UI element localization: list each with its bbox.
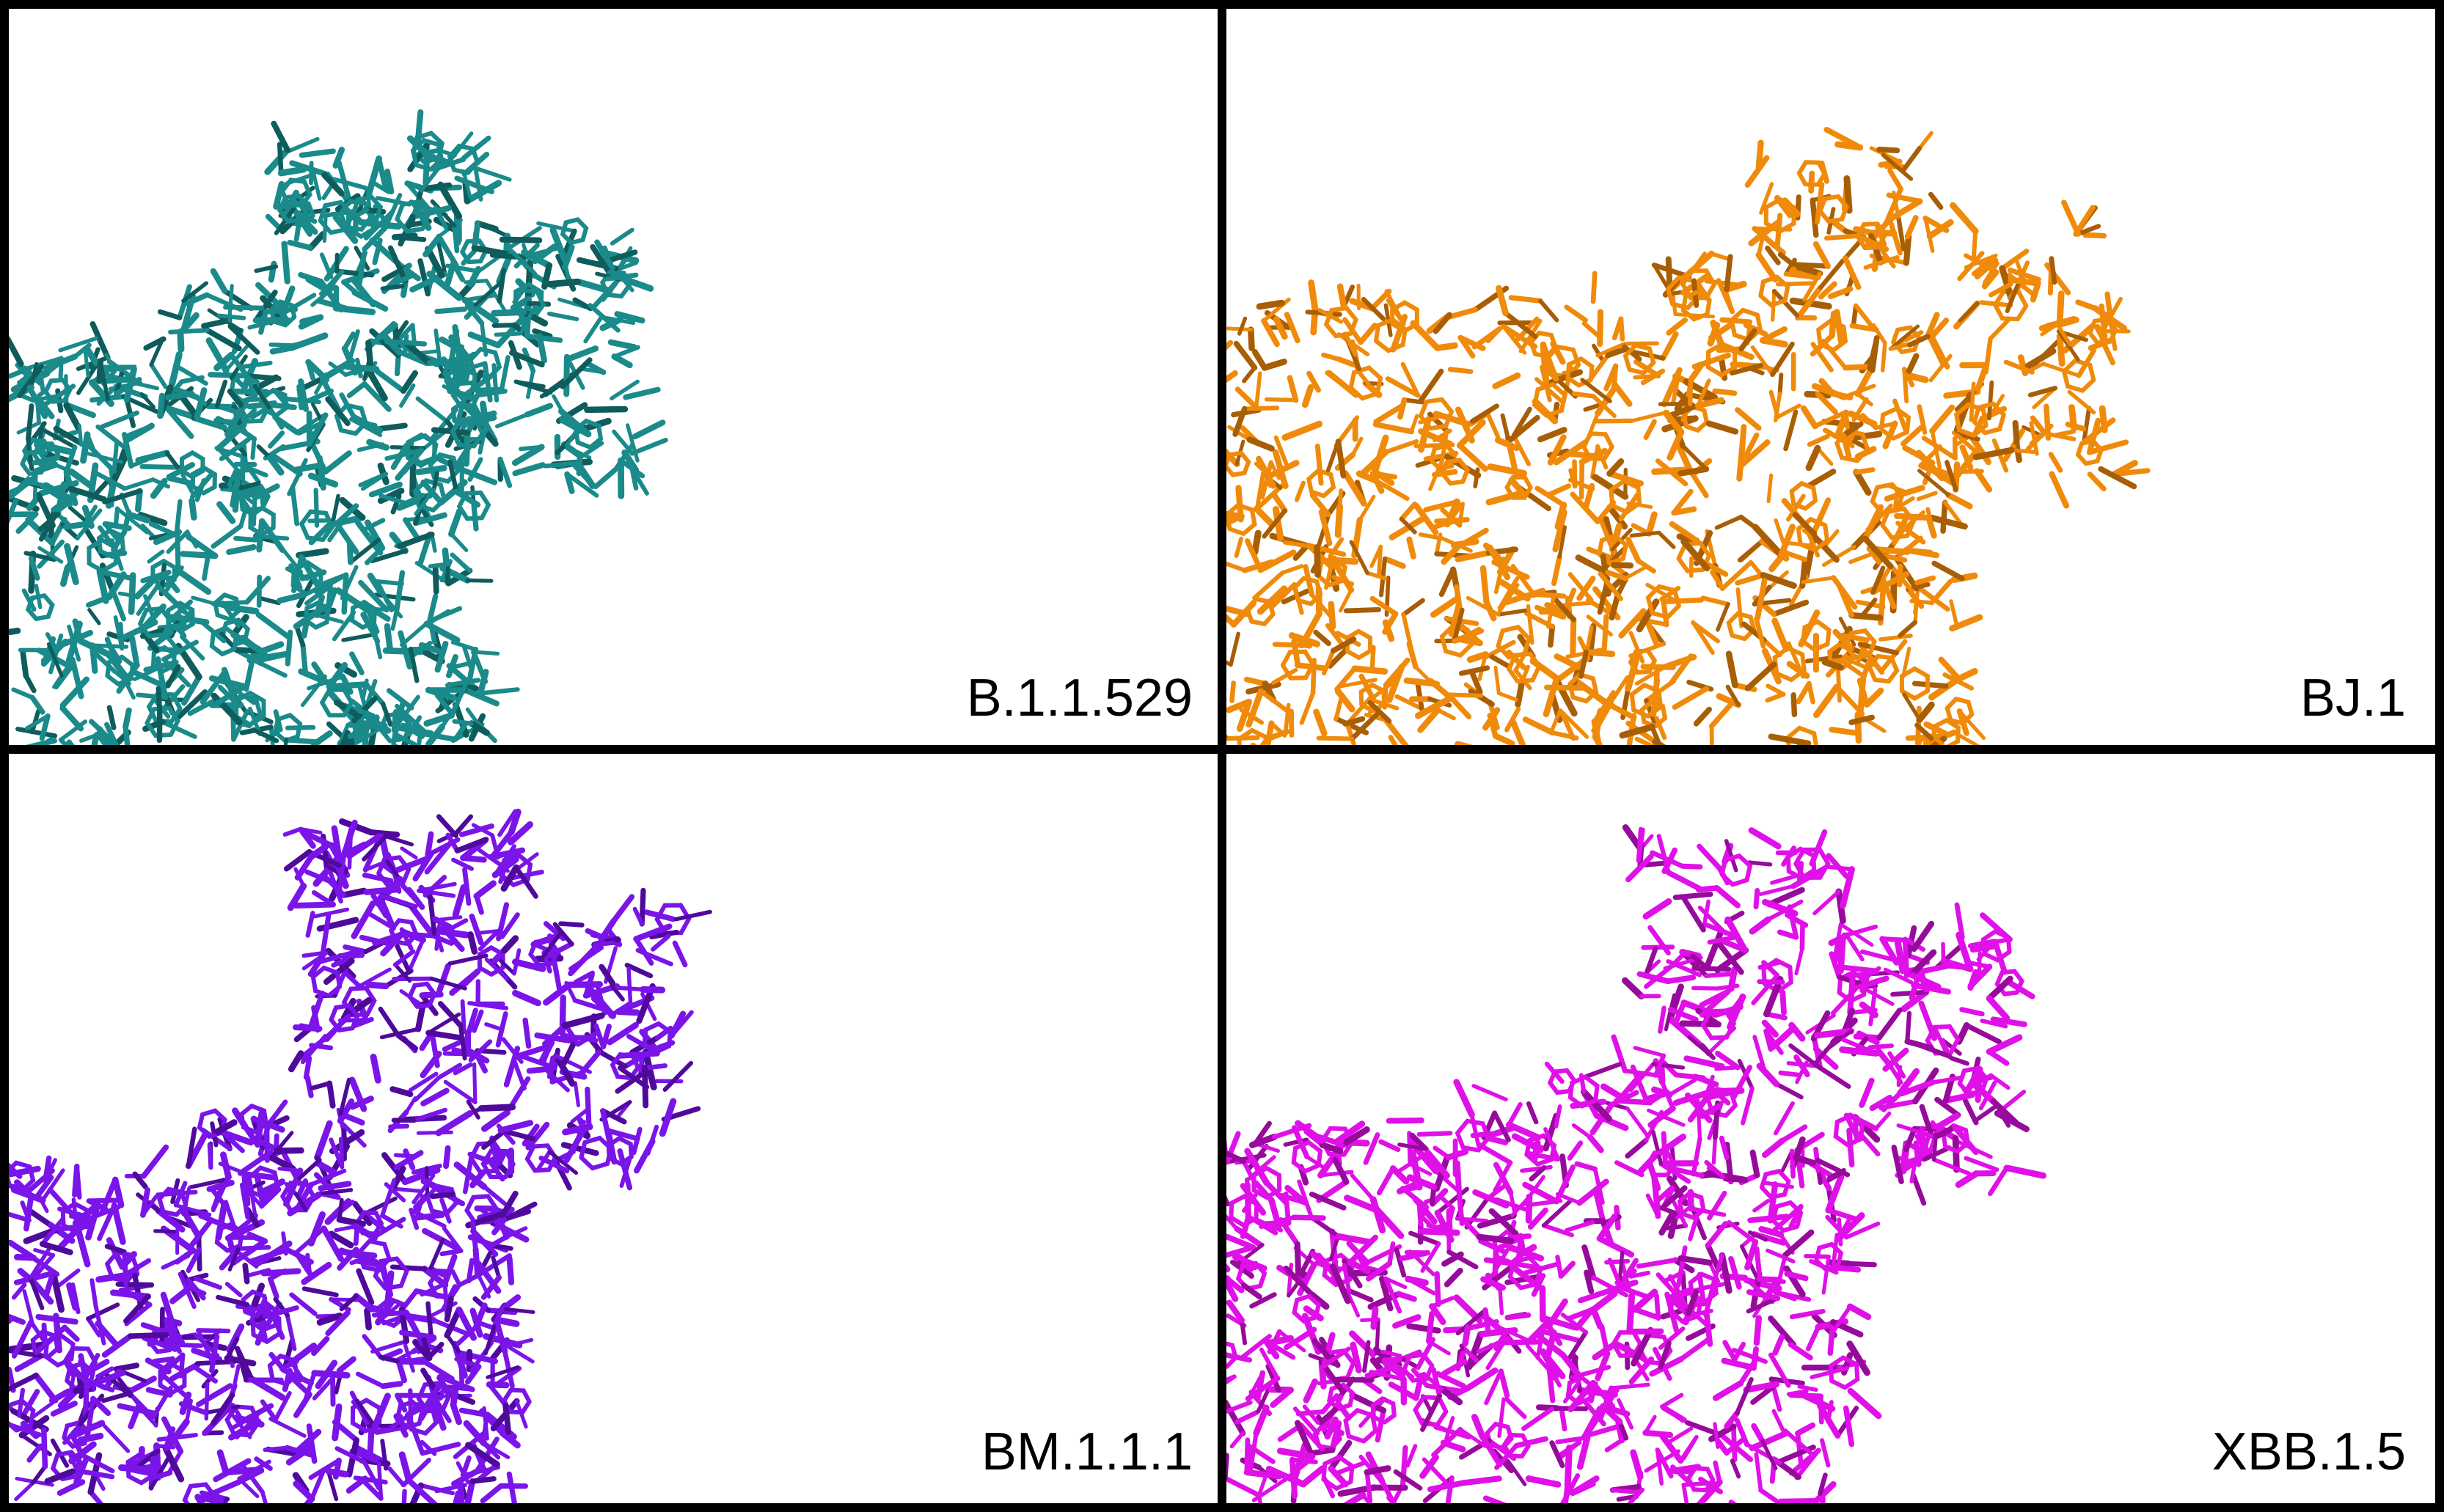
molecule-structure-bm-1-1-1 [9, 808, 712, 1503]
molecule-bonds [9, 109, 668, 749]
panel-label-b-1-1-529: B.1.1.529 [966, 669, 1193, 727]
panel-bm-1-1-1: BM.1.1.1 [9, 749, 1222, 1503]
molecule-bonds [1222, 126, 2151, 749]
panel-b-1-1-529: B.1.1.529 [9, 9, 1222, 749]
panel-label-bm-1-1-1: BM.1.1.1 [981, 1423, 1193, 1481]
panel-label-bj-1: BJ.1 [2300, 669, 2406, 727]
molecule-structure-bj-1 [1222, 126, 2151, 749]
panel-xbb-1-5: XBB.1.5 [1222, 749, 2435, 1503]
molecule-structure-b-1-1-529 [9, 109, 668, 749]
panel-bj-1: BJ.1 [1222, 9, 2435, 749]
panel-label-xbb-1-5: XBB.1.5 [2211, 1423, 2406, 1481]
molecule-bonds [1222, 824, 2046, 1503]
molecule-structure-xbb-1-5 [1222, 824, 2046, 1503]
molecule-bonds [9, 808, 712, 1503]
